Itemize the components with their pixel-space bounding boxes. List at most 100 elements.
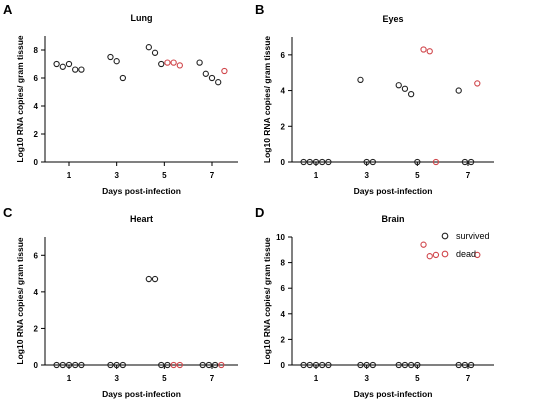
data-point-dead <box>426 253 433 260</box>
y-tick-label: 2 <box>34 130 39 139</box>
data-point-dead <box>170 59 177 66</box>
x-tick-label: 5 <box>162 374 167 383</box>
data-point-survived <box>119 361 127 369</box>
data-point-dead <box>474 251 481 259</box>
chart-title: Heart <box>130 214 153 224</box>
data-point-survived <box>357 76 364 84</box>
data-point-survived <box>65 60 73 68</box>
data-point-survived <box>196 59 203 66</box>
x-tick-label: 1 <box>67 374 72 383</box>
panel-c: C Heart 0 2 4 6 1 3 5 7 Days post-infection Log10 R… <box>3 205 238 399</box>
data-point-dead <box>218 361 225 369</box>
data-point-survived <box>164 361 171 369</box>
y-tick-label: 8 <box>34 46 39 55</box>
data-point-survived <box>414 158 421 166</box>
x-tick-label: 3 <box>114 374 119 383</box>
x-tick-label: 5 <box>162 171 167 180</box>
data-point-survived <box>202 70 209 77</box>
data-point-survived <box>72 66 79 73</box>
data-point-dead <box>420 46 427 53</box>
legend-marker-survived <box>441 232 449 240</box>
data-point-survived <box>158 60 165 68</box>
data-point-survived <box>211 361 219 369</box>
y-tick-label: 6 <box>281 51 286 60</box>
data-point-survived <box>455 87 462 94</box>
data-point-survived <box>467 158 475 166</box>
y-tick-label: 0 <box>281 158 286 167</box>
data-point-survived <box>300 158 307 166</box>
legend: survived dead <box>441 231 490 259</box>
data-point-survived <box>72 361 79 369</box>
data-point-survived <box>312 158 320 166</box>
data-point-survived <box>363 361 370 369</box>
data-point-dead <box>426 48 433 55</box>
y-tick-label: 0 <box>34 361 39 370</box>
data-point-survived <box>395 82 402 89</box>
panel-letter: B <box>255 2 264 17</box>
data-point-survived <box>205 361 213 369</box>
panel-letter: C <box>3 205 13 220</box>
data-point-survived <box>300 361 307 369</box>
data-point-survived <box>306 158 313 166</box>
y-tick-label: 0 <box>281 361 286 370</box>
data-point-survived <box>319 361 326 369</box>
data-point-survived <box>113 361 120 369</box>
y-tick-label: 4 <box>281 310 286 319</box>
data-point-survived <box>401 85 409 92</box>
data-point-survived <box>145 275 152 283</box>
data-point-survived <box>363 158 370 166</box>
panel-b: B Eyes 0 2 4 6 1 3 5 7 Days post-infection Log10 RN… <box>255 2 494 196</box>
data-point-dead <box>474 80 481 87</box>
data-point-survived <box>414 361 421 369</box>
data-point-survived <box>59 361 66 369</box>
data-point-dead <box>432 158 440 166</box>
data-point-survived <box>107 53 114 61</box>
data-point-survived <box>325 158 332 166</box>
data-point-survived <box>306 361 313 369</box>
data-point-survived <box>107 361 114 369</box>
y-axis-label: Log10 RNA copies/ gram tissue <box>15 35 25 162</box>
data-point-survived <box>461 158 469 166</box>
y-tick-label: 4 <box>34 288 39 297</box>
x-tick-label: 5 <box>415 374 420 383</box>
data-point-survived <box>369 361 377 369</box>
data-point-survived <box>319 158 326 166</box>
data-point-survived <box>407 90 415 98</box>
y-tick-label: 8 <box>281 259 286 268</box>
panel-a: A Lung 0 2 4 6 8 1 3 5 7 Days post-infection Log10 R… <box>3 2 238 196</box>
data-point-survived <box>78 361 85 369</box>
legend-label: survived <box>456 231 490 241</box>
x-axis-label: Days post-infection <box>354 186 433 196</box>
data-point-dead <box>432 251 440 259</box>
panel-d: D Brain 0 2 4 6 8 10 1 3 5 7 Days post-infection Log1… <box>255 205 494 399</box>
x-tick-label: 3 <box>364 374 369 383</box>
x-axis-label: Days post-infection <box>102 389 181 399</box>
data-point-dead <box>420 241 427 248</box>
x-tick-label: 7 <box>466 171 471 180</box>
data-point-survived <box>65 361 73 369</box>
x-tick-label: 7 <box>210 374 215 383</box>
data-point-survived <box>151 275 159 283</box>
data-point-survived <box>395 361 402 369</box>
data-point-survived <box>461 361 469 369</box>
y-tick-label: 2 <box>281 335 286 344</box>
data-point-survived <box>401 361 409 369</box>
x-tick-label: 1 <box>67 171 72 180</box>
data-point-survived <box>325 361 332 369</box>
data-point-survived <box>113 58 120 65</box>
y-axis-label: Log10 RNA copies/ gram tissue <box>262 237 272 364</box>
data-point-survived <box>158 361 165 369</box>
chart-title: Lung <box>131 13 153 23</box>
x-tick-label: 1 <box>314 171 319 180</box>
x-axis-label: Days post-infection <box>354 389 433 399</box>
data-point-dead <box>164 59 171 66</box>
x-tick-label: 7 <box>466 374 471 383</box>
data-point-survived <box>78 66 85 73</box>
data-point-survived <box>145 44 152 51</box>
data-point-dead <box>221 67 228 75</box>
y-tick-label: 4 <box>34 102 39 111</box>
data-point-survived <box>369 158 377 166</box>
data-point-survived <box>407 361 415 369</box>
y-tick-label: 0 <box>34 158 39 167</box>
